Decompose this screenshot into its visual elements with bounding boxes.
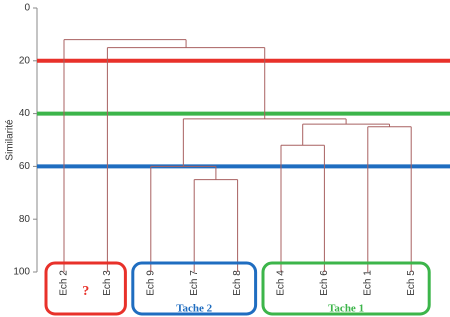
y-tick-label: 40: [19, 108, 31, 119]
leaf-label: Ech 6: [319, 270, 330, 296]
group-box: [131, 261, 258, 316]
y-tick-label: 60: [19, 161, 31, 172]
group-box: [44, 261, 127, 316]
y-axis-label: Similarité: [5, 119, 16, 161]
group-label: Tache 1: [328, 303, 364, 315]
leaf-label: Ech 2: [59, 270, 70, 296]
y-tick-label: 20: [19, 55, 31, 66]
leaf-label: Ech 3: [102, 270, 113, 296]
leaf-label: Ech 1: [362, 270, 373, 296]
y-tick-label: 0: [24, 3, 30, 14]
leaf-label: Ech 4: [276, 270, 287, 296]
group-label: ?: [82, 284, 89, 299]
group-box: [261, 261, 431, 316]
y-tick-label: 80: [19, 214, 31, 225]
leaf-label: Ech 5: [406, 270, 417, 296]
y-tick-label: 100: [13, 267, 30, 278]
leaf-label: Ech 9: [145, 270, 156, 296]
group-label: Tache 2: [176, 303, 212, 315]
leaf-label: Ech 7: [189, 270, 200, 296]
leaf-label: Ech 8: [232, 270, 243, 296]
